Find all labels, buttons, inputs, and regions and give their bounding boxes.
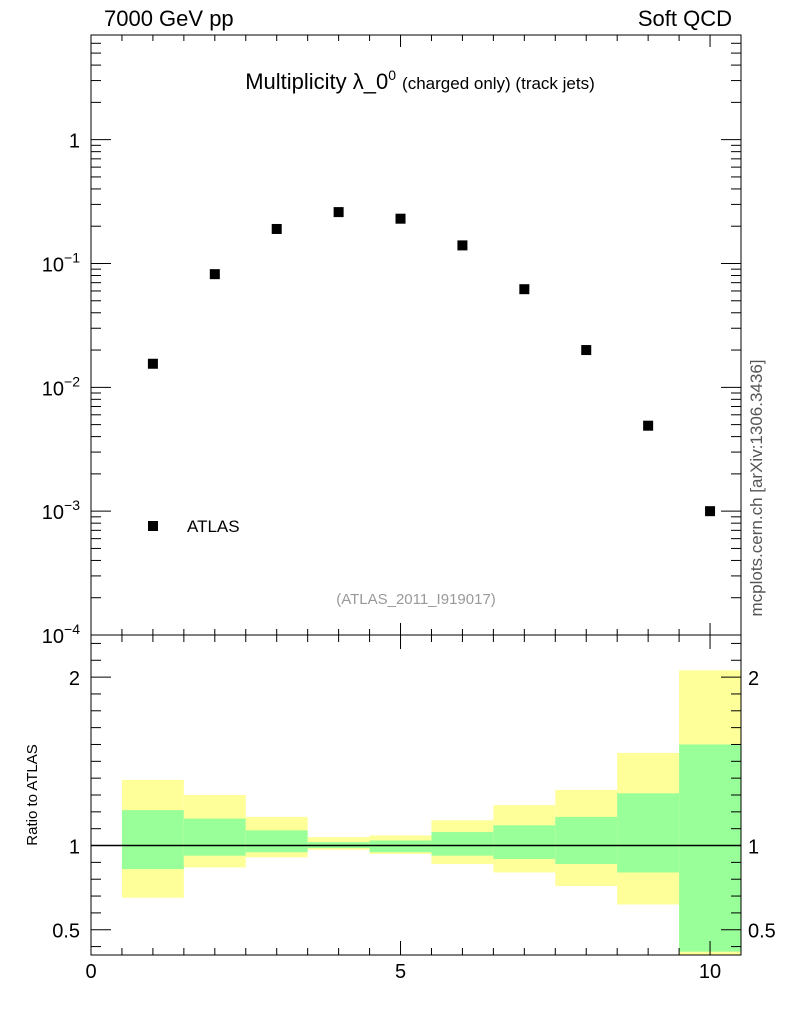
y-tick-exponent: −2	[64, 373, 80, 389]
inner-uncertainty-band	[245, 830, 308, 853]
y-tick-label: 1	[69, 131, 80, 153]
inner-uncertainty-band	[431, 832, 494, 856]
data-point	[643, 420, 654, 431]
x-tick-label: 5	[395, 961, 406, 983]
y-tick-base: 10	[42, 502, 64, 524]
y-tick-label: 10−4	[42, 621, 80, 648]
legend-marker	[148, 521, 158, 531]
y-tick-exponent: −4	[64, 621, 80, 637]
legend-label: ATLAS	[187, 517, 240, 536]
data-point	[581, 345, 592, 356]
y-tick-base: 10	[42, 254, 64, 276]
title-subtext: (charged only) (track jets)	[402, 74, 595, 93]
y-tick-exponent: −1	[64, 249, 80, 265]
inner-uncertainty-band	[679, 744, 741, 952]
x-tick-label: 10	[699, 961, 721, 983]
y-tick-base: 10	[42, 378, 64, 400]
title-superscript: 0	[388, 67, 396, 83]
y-tick-label: 10−3	[42, 497, 80, 524]
main-ticks	[90, 34, 742, 636]
inner-uncertainty-band	[493, 825, 556, 859]
ratio-y-tick-label: 1	[69, 837, 80, 859]
data-point	[333, 207, 344, 218]
inner-uncertainty-band	[617, 793, 680, 873]
x-tick-labels: 0 5 10	[85, 961, 721, 983]
ratio-y-tick-label-right: 2	[748, 668, 759, 690]
main-panel: 110−110−210−310−4 Multiplicity λ_00 (char…	[42, 34, 742, 648]
y-tick-label: 10−1	[42, 249, 80, 276]
main-y-tick-labels: 110−110−210−310−4	[42, 131, 80, 648]
collision-label: 7000 GeV pp	[104, 6, 234, 31]
data-points	[147, 207, 716, 517]
inner-uncertainty-band	[121, 810, 184, 870]
data-point	[147, 358, 158, 369]
process-label: Soft QCD	[637, 6, 732, 31]
inner-uncertainty-band	[183, 818, 246, 856]
x-tick-label: 0	[85, 961, 96, 983]
main-frame	[90, 34, 742, 636]
title-main: Multiplicity λ_0	[245, 69, 388, 94]
chart-title: Multiplicity λ_00 (charged only) (track j…	[245, 67, 595, 94]
y-tick-base: 1	[69, 131, 80, 153]
data-point	[457, 240, 468, 251]
y-tick-exponent: −3	[64, 497, 80, 513]
ratio-y-tick-label-right: 1	[748, 837, 759, 859]
data-point	[271, 223, 282, 234]
ratio-y-tick-label-right: 0.5	[748, 921, 776, 943]
data-point	[395, 213, 406, 224]
ratio-ticks	[90, 635, 742, 955]
y-tick-base: 10	[42, 626, 64, 648]
ratio-panel: 2 2 1 1 0.5 0.5 0 5 10 Ratio to ATLAS	[24, 634, 776, 983]
data-point	[519, 284, 530, 295]
ratio-y-tick-label: 2	[69, 668, 80, 690]
inner-uncertainty-band	[555, 816, 618, 865]
y-tick-label: 10−2	[42, 373, 80, 400]
analysis-label: (ATLAS_2011_I919017)	[336, 591, 496, 608]
ratio-y-tick-labels: 2 2 1 1 0.5 0.5	[52, 668, 776, 943]
ratio-y-axis-label: Ratio to ATLAS	[24, 744, 41, 845]
inner-uncertainty-band	[369, 840, 432, 853]
ratio-bands	[121, 670, 741, 955]
data-point	[209, 269, 220, 280]
data-point	[705, 506, 716, 517]
ratio-y-tick-label: 0.5	[52, 921, 80, 943]
